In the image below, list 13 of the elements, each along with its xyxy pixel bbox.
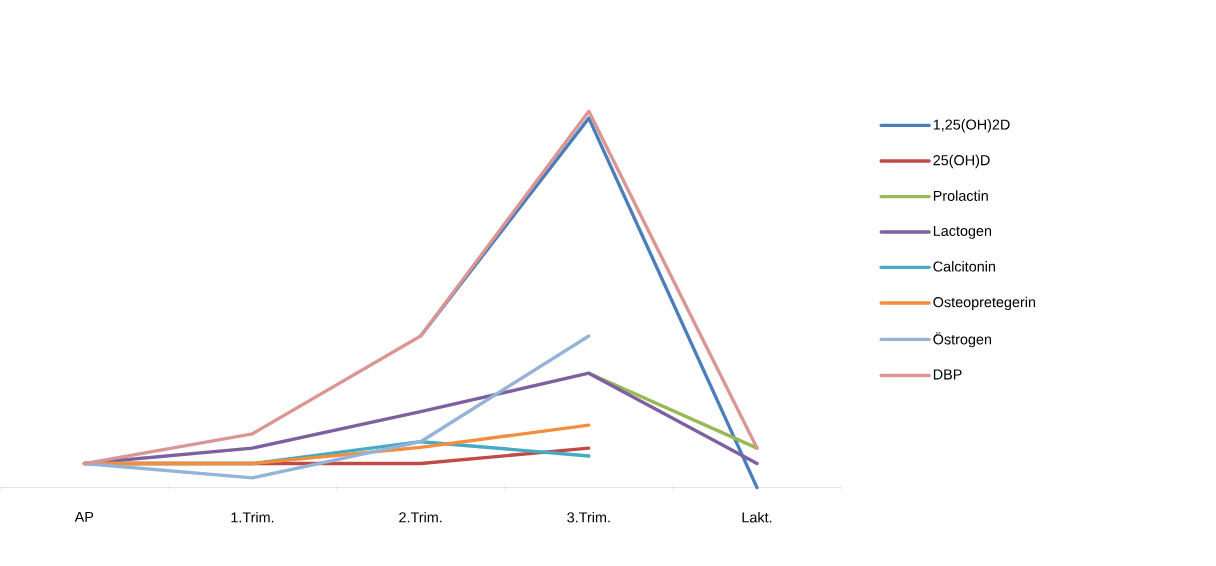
legend-label: Östrogen (933, 332, 992, 348)
legend-label: DBP (933, 369, 962, 380)
x-tick-label: 3.Trim. (567, 511, 610, 523)
x-tick-label: 1.Trim. (231, 511, 274, 523)
legend-label: Prolactin (933, 190, 988, 201)
legend-label: Osteopretegerin (933, 296, 1036, 310)
legend-label: 25(OH)D (933, 154, 990, 168)
x-tick-label: AP (74, 511, 94, 522)
legend-label: Lactogen (933, 225, 992, 239)
legend-label: 1,25(OH)2D (933, 118, 1010, 133)
x-tick-label: Lakt. (742, 511, 772, 523)
legend-label: Calcitonin (933, 260, 996, 272)
x-tick-label: 2.Trim. (399, 511, 442, 523)
